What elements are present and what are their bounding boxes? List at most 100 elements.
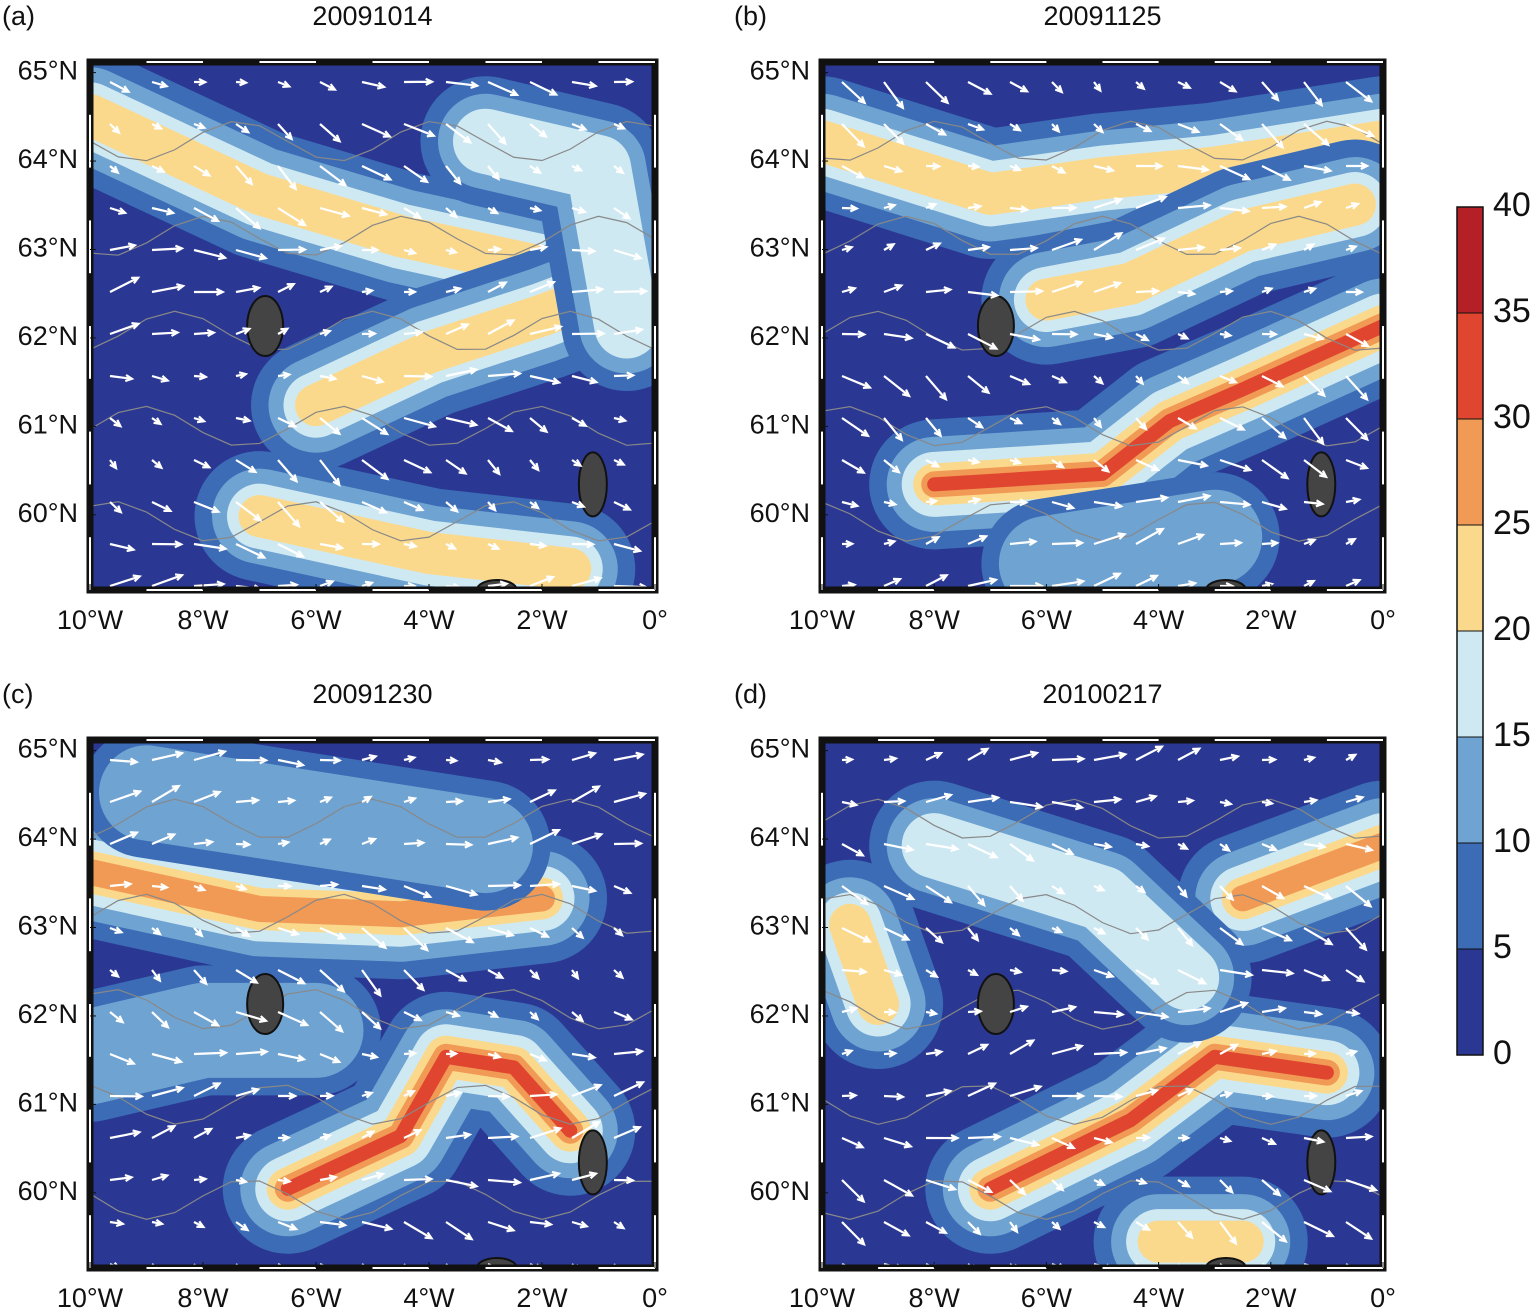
wind-arrow bbox=[1261, 330, 1279, 339]
wind-arrow bbox=[487, 319, 516, 335]
wind-arrow bbox=[529, 1170, 562, 1182]
wind-arrow bbox=[1177, 885, 1188, 899]
wind-arrow bbox=[403, 839, 426, 848]
colorbar-segment bbox=[1457, 207, 1483, 313]
wind-arrow bbox=[1009, 967, 1024, 975]
wind-arrow bbox=[1345, 496, 1362, 505]
wind-arrow bbox=[925, 969, 940, 978]
wind-arrow bbox=[235, 543, 267, 559]
wind-arrow bbox=[1219, 885, 1235, 902]
x-tick-label: 6°W bbox=[1021, 1283, 1073, 1311]
wind-arrow bbox=[1135, 1221, 1152, 1232]
wind-arrow bbox=[1177, 375, 1190, 385]
wind-arrow bbox=[109, 276, 141, 293]
wind-arrow bbox=[361, 417, 390, 436]
coastline bbox=[90, 798, 655, 839]
wind-arrow bbox=[883, 1179, 915, 1197]
y-tick-label: 65°N bbox=[18, 56, 78, 86]
wind-arrow bbox=[109, 880, 133, 889]
wind-arrow bbox=[1345, 753, 1358, 762]
contour-band bbox=[280, 1049, 578, 1196]
wind-arrow bbox=[1051, 578, 1086, 588]
wind-arrow bbox=[841, 1048, 854, 1057]
wind-arrow bbox=[967, 885, 986, 907]
wind-arrow bbox=[151, 165, 166, 173]
wind-arrow bbox=[361, 1171, 386, 1182]
wind-arrow bbox=[883, 1049, 898, 1058]
wind-arrow bbox=[109, 1129, 142, 1140]
wind-arrow bbox=[1261, 968, 1295, 977]
wind-arrow bbox=[967, 1132, 1003, 1142]
wind-arrow bbox=[193, 248, 228, 261]
wind-arrow bbox=[1009, 1004, 1030, 1014]
wind-arrow bbox=[1051, 1136, 1077, 1150]
wind-arrow bbox=[1009, 885, 1025, 903]
wind-arrow bbox=[1135, 287, 1161, 296]
x-tick-label: 4°W bbox=[403, 1283, 455, 1311]
wind-arrow bbox=[841, 330, 867, 339]
wind-arrow bbox=[151, 244, 185, 253]
wind-arrow bbox=[277, 501, 301, 529]
wind-arrow bbox=[235, 415, 252, 424]
wind-arrow bbox=[277, 969, 307, 985]
wind-arrow bbox=[319, 926, 347, 940]
wind-arrow bbox=[571, 927, 585, 940]
wind-arrow bbox=[925, 885, 953, 904]
wind-arrow bbox=[319, 969, 346, 994]
wind-arrow bbox=[883, 1092, 906, 1101]
wind-arrow bbox=[487, 281, 508, 293]
wind-arrow bbox=[1051, 459, 1066, 469]
wind-arrow bbox=[1051, 966, 1069, 975]
y-tick-label: 60°N bbox=[750, 1176, 810, 1206]
wind-arrow bbox=[1261, 375, 1285, 388]
map-panel: (a) 20091014 10°W 8°W 6°W 4°W 2°W 0° 60°N 61°N 62°… bbox=[2, 1, 668, 635]
wind-arrow bbox=[613, 458, 626, 466]
wind-arrow bbox=[1051, 81, 1064, 94]
wind-arrow bbox=[1093, 123, 1105, 134]
wind-arrow bbox=[883, 81, 905, 110]
wind-arrow bbox=[277, 882, 293, 891]
colorbar-segment bbox=[1457, 631, 1483, 737]
wind-arrow bbox=[109, 123, 121, 135]
y-tick-label: 63°N bbox=[750, 233, 810, 263]
wind-arrow bbox=[361, 1090, 374, 1099]
y-tick-label: 62°N bbox=[18, 999, 78, 1029]
wind-arrow bbox=[445, 840, 474, 849]
colorbar: 0 5 10 15 20 25 30 35 40 bbox=[1456, 186, 1531, 1072]
coastline bbox=[90, 405, 655, 446]
wind-arrow bbox=[1093, 1048, 1129, 1057]
wind-arrow bbox=[1219, 458, 1253, 473]
wind-arrow bbox=[1345, 244, 1359, 253]
wind-arrow bbox=[193, 884, 207, 892]
wind-arrow bbox=[1093, 81, 1102, 93]
wind-arrow bbox=[841, 417, 871, 438]
contour-band bbox=[90, 93, 592, 295]
wind-arrow bbox=[235, 1087, 261, 1098]
wind-arrow bbox=[841, 1221, 866, 1247]
x-tick-label: 0° bbox=[642, 1283, 668, 1311]
wind-arrow bbox=[1009, 1136, 1041, 1148]
x-tick-label: 8°W bbox=[909, 605, 961, 635]
contour-band bbox=[829, 903, 900, 1025]
x-tick-label: 8°W bbox=[909, 1283, 961, 1311]
wind-arrow bbox=[361, 1130, 376, 1139]
wind-arrow bbox=[1051, 800, 1085, 811]
wind-arrow bbox=[1093, 795, 1123, 804]
wind-arrow bbox=[883, 884, 916, 901]
wind-arrow bbox=[925, 123, 948, 136]
wind-arrow bbox=[109, 1092, 145, 1101]
colorbar-tick-label: 15 bbox=[1493, 716, 1531, 754]
wind-arrow bbox=[319, 542, 345, 551]
wind-arrow bbox=[235, 756, 269, 765]
wind-arrow bbox=[1303, 1221, 1336, 1238]
y-tick-label: 65°N bbox=[18, 734, 78, 764]
wind-arrow bbox=[841, 1005, 859, 1014]
wind-arrow bbox=[1303, 499, 1326, 508]
wind-arrow bbox=[1051, 1179, 1065, 1192]
wind-arrow bbox=[109, 206, 128, 215]
wind-arrow bbox=[109, 1219, 126, 1228]
wind-arrow bbox=[277, 123, 294, 141]
wind-arrow bbox=[1261, 539, 1280, 548]
wind-arrow bbox=[1303, 579, 1316, 588]
wind-arrow bbox=[841, 81, 867, 105]
